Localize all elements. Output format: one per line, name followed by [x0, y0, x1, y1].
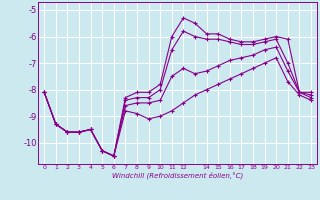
X-axis label: Windchill (Refroidissement éolien,°C): Windchill (Refroidissement éolien,°C)	[112, 172, 243, 179]
